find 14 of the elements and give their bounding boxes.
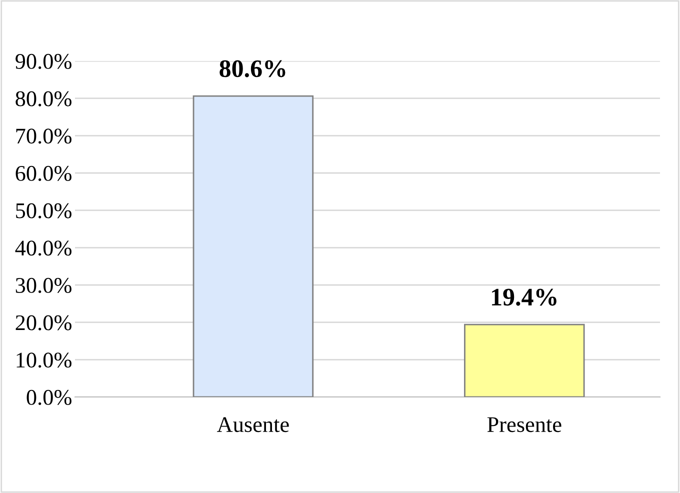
y-tick-label: 80.0% bbox=[16, 91, 72, 106]
y-tick-label: 50.0% bbox=[16, 203, 72, 218]
y-tick-label: 30.0% bbox=[16, 278, 72, 294]
y-tick-label: 90.0% bbox=[16, 54, 72, 70]
y-tick-label: 20.0% bbox=[16, 315, 72, 330]
y-tick-label: 10.0% bbox=[16, 352, 72, 368]
data-label: 19.4% bbox=[492, 288, 556, 306]
y-tick-label: 0.0% bbox=[26, 390, 72, 406]
x-tick-label: Ausente bbox=[216, 417, 289, 432]
y-tick-label: 40.0% bbox=[15, 240, 72, 256]
y-tick-label: 70.0% bbox=[16, 128, 72, 144]
x-tick-label: Presente bbox=[487, 417, 562, 432]
data-label: 80.6% bbox=[220, 60, 286, 78]
y-tick-label: 60.0% bbox=[16, 166, 72, 182]
